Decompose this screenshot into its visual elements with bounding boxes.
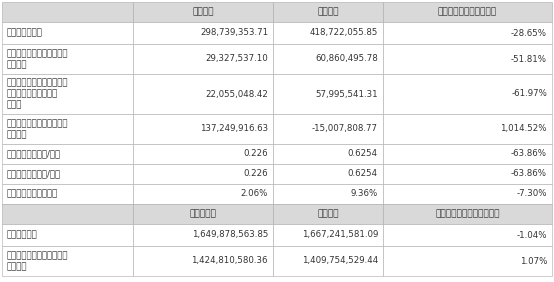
Bar [2, 164, 133, 184]
Text: 57,995,541.31: 57,995,541.31 [315, 89, 378, 98]
Text: 1,667,241,581.09: 1,667,241,581.09 [301, 230, 378, 239]
Text: 1,409,754,529.44: 1,409,754,529.44 [302, 257, 378, 265]
Text: 29,327,537.10: 29,327,537.10 [205, 54, 268, 63]
Bar [383, 44, 552, 74]
Text: 60,860,495.78: 60,860,495.78 [315, 54, 378, 63]
Bar [2, 114, 133, 144]
Text: 1,649,878,563.85: 1,649,878,563.85 [192, 230, 268, 239]
Bar [133, 246, 273, 276]
Bar [273, 204, 383, 224]
Text: -63.86%: -63.86% [511, 169, 547, 179]
Bar [383, 2, 552, 22]
Text: 归属于上市公司股东的净资
产（元）: 归属于上市公司股东的净资 产（元） [7, 251, 69, 271]
Bar [383, 224, 552, 246]
Bar [2, 184, 133, 204]
Bar [273, 44, 383, 74]
Text: 0.6254: 0.6254 [348, 169, 378, 179]
Text: 归属于上市公司股东的扣除
非经常性损益的净利润
（元）: 归属于上市公司股东的扣除 非经常性损益的净利润 （元） [7, 78, 69, 110]
Bar [383, 144, 552, 164]
Bar [273, 224, 383, 246]
Text: 基本每股收益（元/股）: 基本每股收益（元/股） [7, 149, 61, 158]
Text: 1,014.52%: 1,014.52% [500, 124, 547, 133]
Text: 本报告期末比上年度末增减: 本报告期末比上年度末增减 [435, 210, 500, 219]
Bar [273, 2, 383, 22]
Text: 1,424,810,580.36: 1,424,810,580.36 [192, 257, 268, 265]
Text: -15,007,808.77: -15,007,808.77 [312, 124, 378, 133]
Text: 298,739,353.71: 298,739,353.71 [200, 28, 268, 38]
Text: 22,055,048.42: 22,055,048.42 [205, 89, 268, 98]
Text: -63.86%: -63.86% [511, 149, 547, 158]
Text: 上年同期: 上年同期 [317, 8, 338, 17]
Bar [383, 184, 552, 204]
Bar [133, 114, 273, 144]
Text: -28.65%: -28.65% [511, 28, 547, 38]
Text: 经营活动产生的现金流量净
额（元）: 经营活动产生的现金流量净 额（元） [7, 119, 69, 139]
Bar [273, 184, 383, 204]
Bar [133, 164, 273, 184]
Text: -1.04%: -1.04% [516, 230, 547, 239]
Bar [273, 22, 383, 44]
Text: 加权平均净资产收益率: 加权平均净资产收益率 [7, 190, 58, 199]
Text: -51.81%: -51.81% [511, 54, 547, 63]
Text: 418,722,055.85: 418,722,055.85 [310, 28, 378, 38]
Text: 9.36%: 9.36% [351, 190, 378, 199]
Bar [2, 44, 133, 74]
Text: 归属于上市公司股东的净利
润（元）: 归属于上市公司股东的净利 润（元） [7, 49, 69, 69]
Bar [2, 144, 133, 164]
Bar [133, 224, 273, 246]
Text: 本报告期: 本报告期 [192, 8, 214, 17]
Bar [133, 44, 273, 74]
Bar [133, 204, 273, 224]
Bar [273, 164, 383, 184]
Bar [2, 2, 133, 22]
Bar [273, 114, 383, 144]
Bar [383, 164, 552, 184]
Bar [133, 22, 273, 44]
Text: -61.97%: -61.97% [511, 89, 547, 98]
Bar [273, 74, 383, 114]
Text: 0.226: 0.226 [243, 149, 268, 158]
Bar [133, 184, 273, 204]
Bar [383, 246, 552, 276]
Bar [133, 74, 273, 114]
Text: 本报告期末: 本报告期末 [189, 210, 217, 219]
Text: -7.30%: -7.30% [516, 190, 547, 199]
Bar [383, 74, 552, 114]
Bar [2, 246, 133, 276]
Text: 稀释每股收益（元/股）: 稀释每股收益（元/股） [7, 169, 61, 179]
Text: 总资产（元）: 总资产（元） [7, 230, 38, 239]
Bar [383, 204, 552, 224]
Bar [383, 22, 552, 44]
Text: 营业收入（元）: 营业收入（元） [7, 28, 43, 38]
Bar [273, 246, 383, 276]
Text: 上年度末: 上年度末 [317, 210, 338, 219]
Bar [133, 144, 273, 164]
Text: 2.06%: 2.06% [240, 190, 268, 199]
Bar [2, 224, 133, 246]
Text: 本报告期比上年同期增减: 本报告期比上年同期增减 [438, 8, 497, 17]
Bar [383, 114, 552, 144]
Bar [273, 144, 383, 164]
Bar [2, 74, 133, 114]
Text: 1.07%: 1.07% [520, 257, 547, 265]
Text: 0.6254: 0.6254 [348, 149, 378, 158]
Bar [133, 2, 273, 22]
Text: 137,249,916.63: 137,249,916.63 [200, 124, 268, 133]
Text: 0.226: 0.226 [243, 169, 268, 179]
Bar [2, 22, 133, 44]
Bar [2, 204, 133, 224]
